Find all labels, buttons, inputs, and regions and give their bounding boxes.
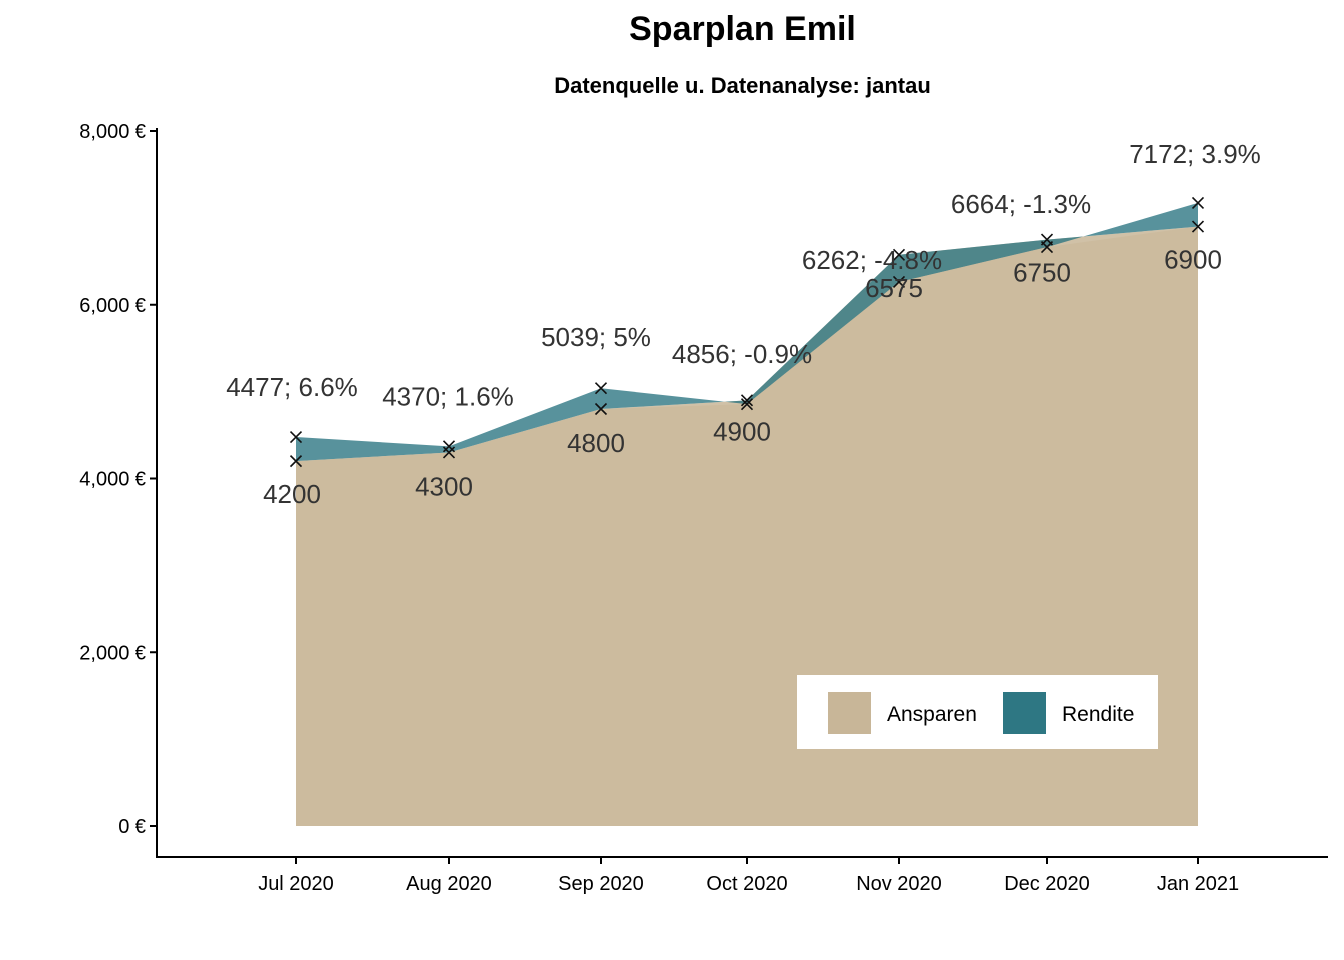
point-rendite xyxy=(892,275,906,289)
x-tick-label: Aug 2020 xyxy=(406,873,492,895)
data-label-ansparen: 4200 xyxy=(263,479,321,509)
data-label-ansparen: 4300 xyxy=(415,471,473,501)
data-label-ansparen: 4800 xyxy=(567,428,625,458)
legend-label-ansparen: Ansparen xyxy=(887,703,977,726)
point-rendite xyxy=(740,398,754,411)
point-rendite xyxy=(289,430,303,444)
data-label-rendite: 6262; -4.8% xyxy=(802,245,942,275)
point-ansparen xyxy=(289,455,303,468)
x-tick-label: Dec 2020 xyxy=(1004,873,1090,895)
point-ansparen xyxy=(594,402,608,416)
point-rendite xyxy=(594,382,608,395)
y-tick-label: 2,000 € xyxy=(79,642,146,664)
legend-swatch-rendite xyxy=(1003,692,1046,734)
data-label-ansparen: 6750 xyxy=(1013,258,1071,288)
x-tick-label: Jan 2021 xyxy=(1157,873,1239,895)
x-tick-label: Nov 2020 xyxy=(856,873,942,895)
data-label-rendite: 6664; -1.3% xyxy=(951,189,1091,219)
point-ansparen xyxy=(1191,220,1205,233)
data-label-ansparen: 6900 xyxy=(1164,245,1222,275)
data-label-rendite: 5039; 5% xyxy=(541,322,651,352)
x-tick-label: Oct 2020 xyxy=(706,873,787,895)
data-label-rendite: 7172; 3.9% xyxy=(1129,139,1261,169)
data-label-ansparen: 6575 xyxy=(865,273,923,303)
data-label-rendite: 4370; 1.6% xyxy=(382,381,514,411)
point-ansparen xyxy=(740,394,754,407)
legend-swatch-ansparen xyxy=(828,692,871,734)
data-label-rendite: 4856; -0.9% xyxy=(672,339,812,369)
data-label-ansparen: 4900 xyxy=(713,416,771,446)
point-rendite xyxy=(1040,240,1054,254)
legend-label-rendite: Rendite xyxy=(1062,703,1134,726)
y-tick-label: 8,000 € xyxy=(79,121,146,143)
x-tick-label: Jul 2020 xyxy=(258,873,334,895)
y-tick-label: 0 € xyxy=(118,816,146,838)
point-ansparen xyxy=(442,446,456,459)
chart-subtitle: Datenquelle u. Datenanalyse: jantau xyxy=(554,73,931,98)
y-tick-label: 6,000 € xyxy=(79,295,146,317)
x-tick-label: Sep 2020 xyxy=(558,873,644,895)
data-label-rendite: 4477; 6.6% xyxy=(226,372,358,402)
point-rendite xyxy=(442,440,456,453)
chart-title: Sparplan Emil xyxy=(629,10,856,48)
point-ansparen xyxy=(892,248,906,261)
point-rendite xyxy=(1191,196,1205,209)
y-tick-label: 4,000 € xyxy=(79,469,146,491)
